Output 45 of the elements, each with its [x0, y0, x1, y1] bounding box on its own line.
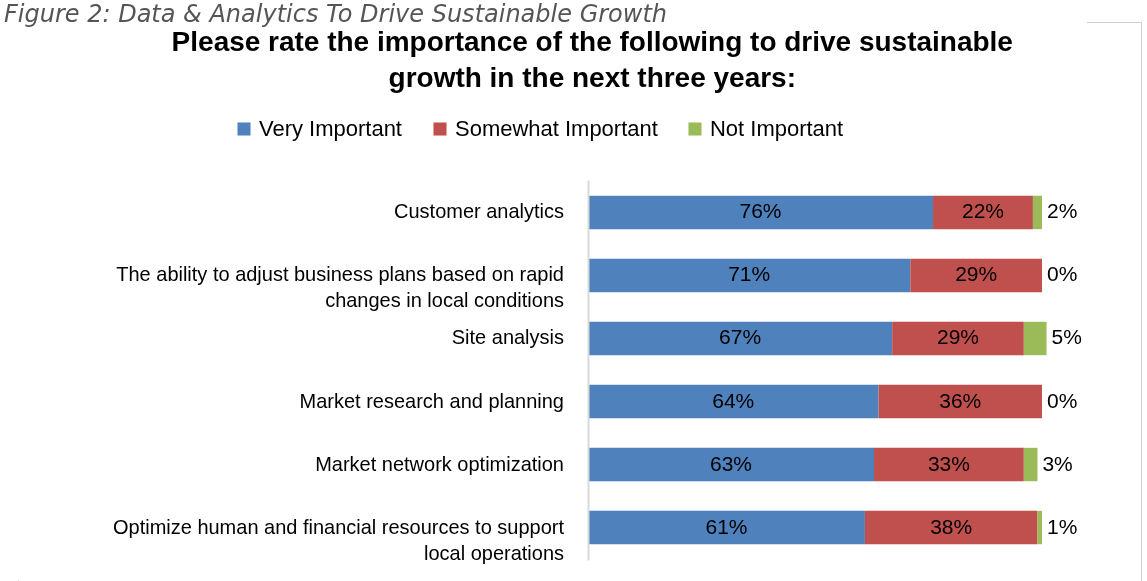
- bar: [864, 510, 1038, 545]
- bar: [892, 321, 1024, 356]
- data-label: 36%: [939, 388, 982, 412]
- bar: [910, 258, 1042, 293]
- data-label: 29%: [955, 262, 998, 286]
- data-label: 33%: [927, 451, 970, 475]
- bar: [933, 195, 1033, 230]
- bar: [1032, 195, 1042, 230]
- legend-label: Somewhat Important: [455, 116, 658, 141]
- data-label: 2%: [1046, 199, 1078, 223]
- data-label: 5%: [1051, 325, 1082, 349]
- bar: [1023, 321, 1047, 356]
- data-label: 76%: [739, 199, 782, 223]
- bar: [878, 384, 1042, 419]
- data-label: 38%: [930, 514, 973, 538]
- bar: [874, 447, 1024, 482]
- data-label: 63%: [710, 451, 752, 475]
- data-label: 71%: [728, 262, 771, 286]
- y-tick-label: Optimize human and financial resources to support local operations: [113, 515, 565, 564]
- bar: [588, 510, 865, 545]
- chart-title: Please rate the importance of the following to drive sustainable growth in the next three years:: [171, 26, 1013, 93]
- bar: [1023, 447, 1038, 482]
- y-tick-label: The ability to adjust business plans based on rapid changes in local conditions: [116, 263, 564, 312]
- y-tick-label: Customer analytics: [394, 200, 564, 223]
- data-label: 0%: [1046, 388, 1078, 412]
- data-label: 1%: [1046, 514, 1078, 538]
- bar: [588, 321, 893, 356]
- data-label: 29%: [937, 325, 979, 349]
- bar: [588, 258, 911, 293]
- bar: [588, 195, 934, 230]
- data-label: 0%: [1046, 262, 1078, 286]
- y-tick-label: Market network optimization: [315, 452, 564, 475]
- bar: [588, 447, 875, 482]
- data-label: 3%: [1042, 451, 1073, 475]
- caption: Figure 2: Data & Analytics To Drive Sustainable Growth: [4, 0, 668, 28]
- data-label: 67%: [719, 325, 762, 349]
- y-tick-label: Site analysis: [451, 326, 564, 349]
- bar: [1037, 510, 1042, 545]
- legend-label: Very Important: [259, 116, 402, 141]
- bar: [588, 384, 879, 419]
- data-label: 22%: [961, 199, 1004, 223]
- legend-label: Not Important: [709, 116, 844, 141]
- y-tick-label: Market research and planning: [299, 389, 564, 412]
- data-label: 64%: [712, 388, 755, 412]
- data-label: 61%: [705, 514, 748, 538]
